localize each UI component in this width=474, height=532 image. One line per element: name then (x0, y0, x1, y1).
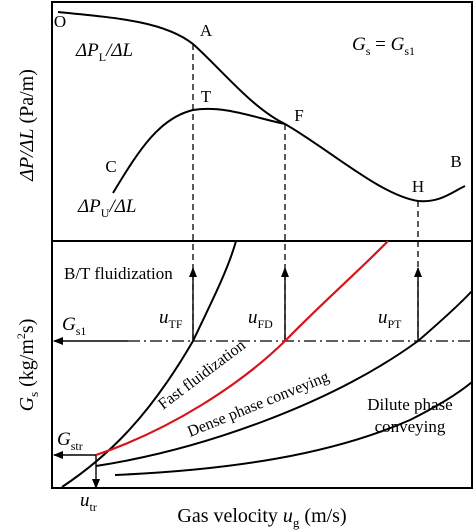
bottom-xlabel: Gas velocity ug (m/s) (177, 505, 346, 530)
utf-label: uTF (159, 307, 183, 331)
upper-pressure-gradient-curve (112, 107, 286, 194)
gstr-label: Gstr (57, 429, 83, 453)
uTF-boundary-curve (61, 240, 237, 488)
top-ylabel: ΔP/ΔL (Pa/m) (16, 69, 38, 182)
gs1-label: Gs1 (62, 314, 86, 338)
point-h-label: H (412, 177, 424, 196)
solids-flux-condition: Gs = Gs1 (352, 34, 415, 58)
utr-label: utr (80, 490, 97, 514)
lower-pressure-gradient-curve (57, 11, 466, 203)
uPT-boundary-curve (95, 290, 473, 467)
saturation-carrying-curve (114, 381, 473, 476)
ufd-label: uFD (248, 307, 273, 331)
region-dilute-line2: conveying (375, 417, 446, 436)
point-t-label: T (201, 87, 212, 106)
region-dilute-line1: Dilute phase (367, 395, 452, 414)
bottom-ylabel: Gs (kg/m2s) (14, 319, 41, 412)
upt-label: uPT (378, 307, 402, 331)
point-a-label: A (200, 21, 213, 40)
bottom-panel-frame (51, 240, 473, 489)
uFD-boundary-curve (95, 240, 389, 457)
region-fast-fluidization: Fast fluidization (155, 337, 249, 413)
point-b-label: B (450, 152, 461, 171)
point-c-label: C (105, 157, 116, 176)
upper-curve-label: ΔPU/ΔL (77, 196, 136, 220)
region-bt-fluidization: B/T fluidization (64, 264, 173, 283)
lower-curve-label: ΔPL/ΔL (75, 40, 133, 64)
point-f-label: F (294, 106, 303, 125)
point-o-label: O (54, 12, 66, 31)
